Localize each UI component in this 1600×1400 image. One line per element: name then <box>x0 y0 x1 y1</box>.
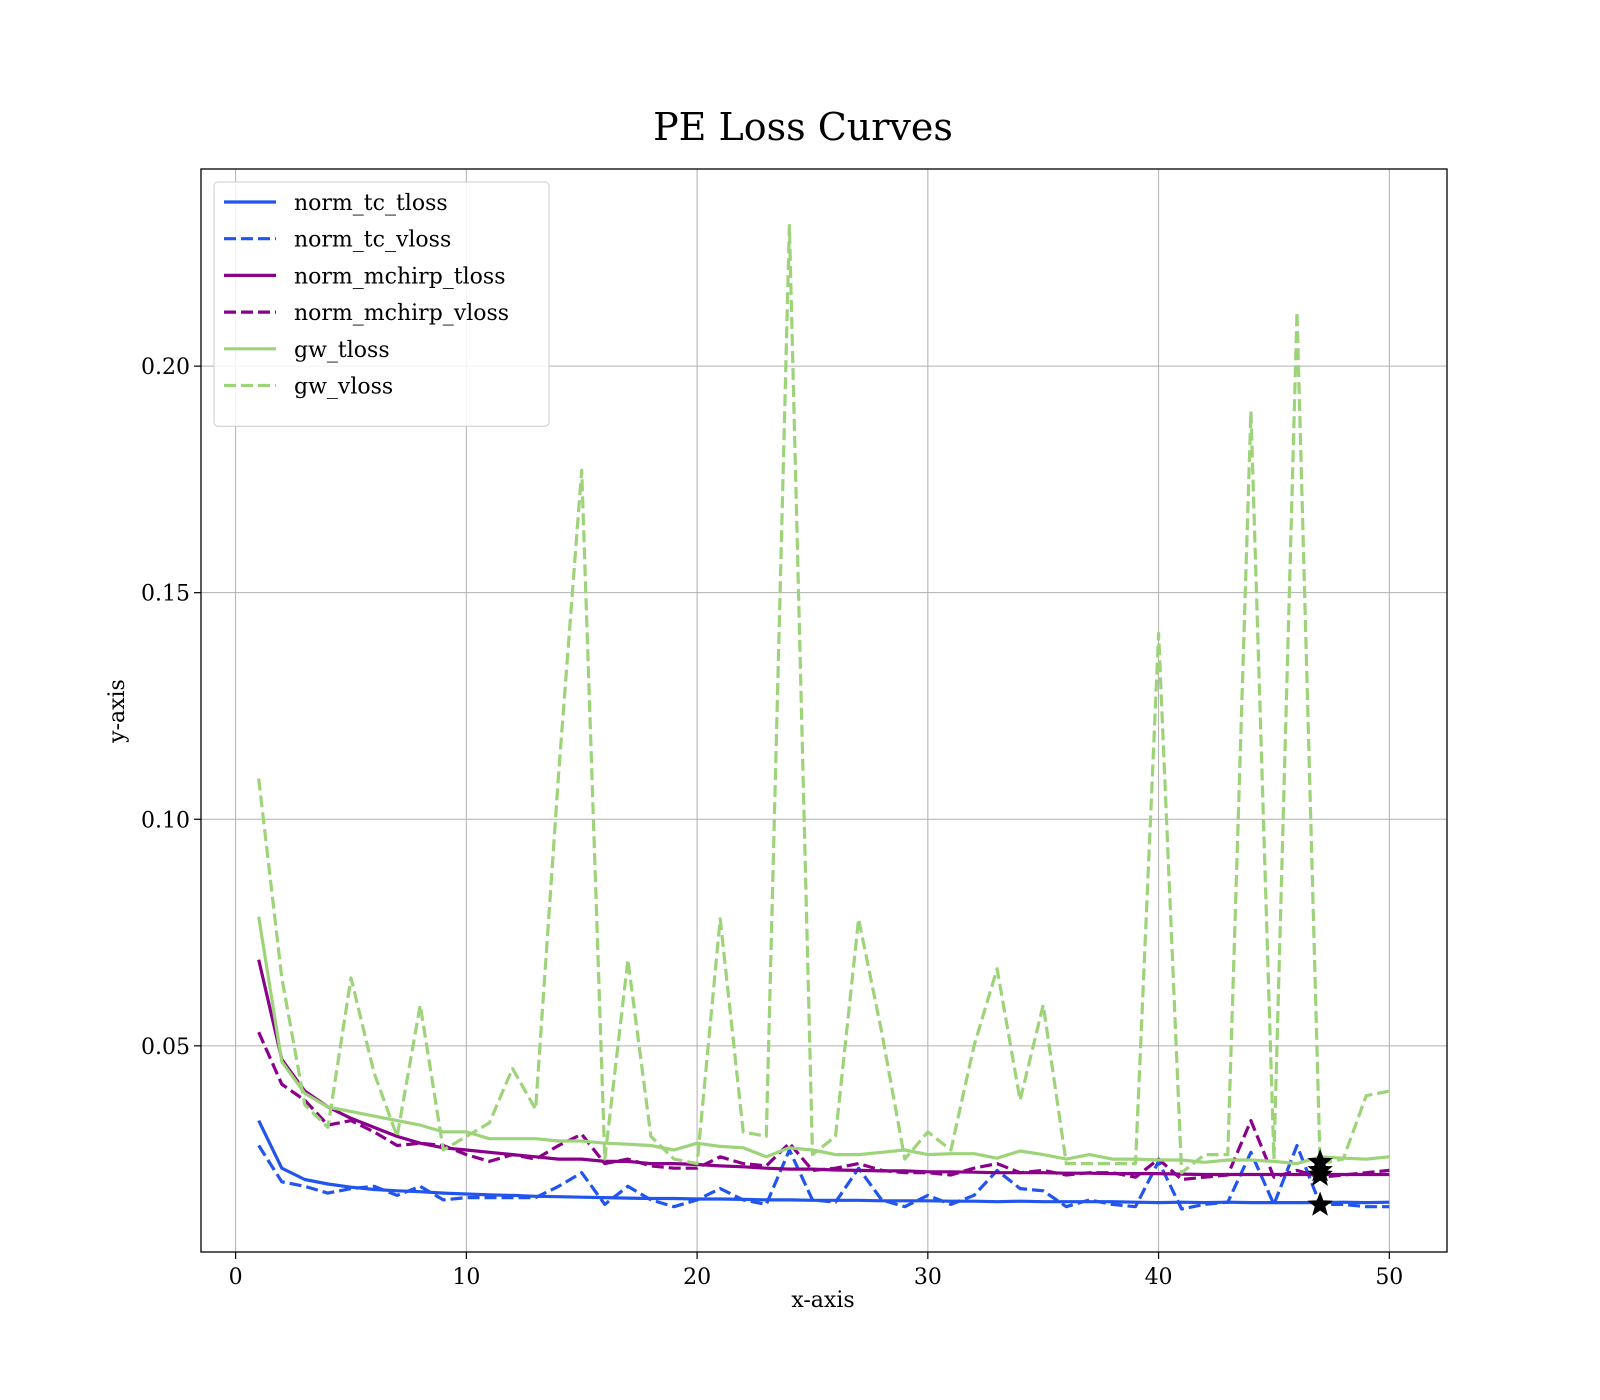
x-tick-label-4: 40 <box>1145 1265 1173 1290</box>
series-line-gw-vloss <box>257 224 1390 1175</box>
legend-label-norm-tc-tloss: norm_tc_tloss <box>294 191 448 216</box>
series-line-norm-tc-vloss <box>257 1143 1390 1211</box>
x-axis-label: x-axis <box>791 1288 854 1313</box>
y-tick-label-2: 0.15 <box>141 582 190 607</box>
legend-label-norm-tc-vloss: norm_tc_vloss <box>294 228 451 253</box>
best-markers <box>1307 1148 1333 1216</box>
plot-frame <box>200 168 1448 1253</box>
legend-label-gw-tloss: gw_tloss <box>294 338 390 363</box>
x-tick-label-0: 0 <box>229 1265 243 1290</box>
chart-title: PE Loss Curves <box>653 105 953 149</box>
y-axis-ticks: 0.05 0.10 0.15 0.20 <box>141 355 201 1060</box>
legend-box <box>213 181 550 427</box>
legend-label-norm-mchirp-vloss: norm_mchirp_vloss <box>294 301 509 326</box>
y-axis-label: y-axis <box>105 679 130 744</box>
legend-label-gw-vloss: gw_vloss <box>294 375 393 400</box>
y-tick-label-1: 0.10 <box>141 808 190 833</box>
best-marker-3 <box>1307 1156 1333 1182</box>
x-tick-label-3: 30 <box>914 1265 942 1290</box>
series-layer <box>257 224 1390 1211</box>
x-tick-label-1: 10 <box>452 1265 480 1290</box>
x-tick-label-2: 20 <box>683 1265 711 1290</box>
series-line-gw-tloss <box>257 916 1390 1166</box>
y-tick-label-0: 0.05 <box>141 1035 190 1060</box>
y-tick-label-3: 0.20 <box>141 355 190 380</box>
x-tick-label-5: 50 <box>1375 1265 1403 1290</box>
legend-label-norm-mchirp-tloss: norm_mchirp_tloss <box>294 264 505 289</box>
best-marker-0 <box>1307 1191 1333 1216</box>
x-axis-ticks: 0 10 20 30 40 50 <box>229 1252 1403 1290</box>
grid-lines <box>201 169 1447 1252</box>
legend: norm_tc_tloss norm_tc_vloss norm_mchirp_tl… <box>213 181 550 427</box>
